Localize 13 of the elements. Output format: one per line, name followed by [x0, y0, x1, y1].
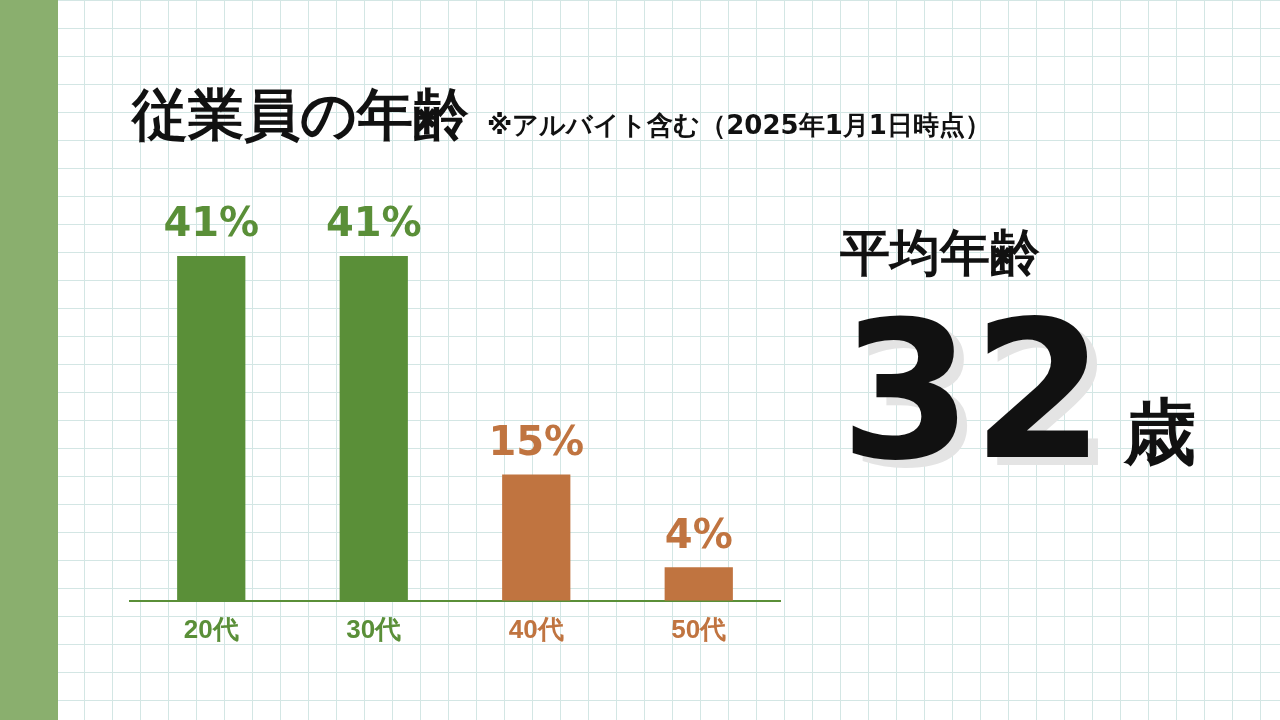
chart-subtitle: ※アルバイト含む（2025年1月1日時点）	[487, 110, 991, 140]
data-label: 41%	[325, 199, 422, 246]
x-tick-label: 40代	[508, 613, 564, 644]
text: 平均年齢	[840, 223, 1041, 284]
x-tick-label: 30代	[346, 613, 402, 644]
data-label: 4%	[664, 510, 733, 557]
x-tick-label: 20代	[183, 613, 239, 644]
chart-title: 従業員の年齢	[132, 82, 469, 147]
text: 32	[840, 281, 1105, 502]
x-tick-label: 50代	[671, 613, 727, 644]
data-label: 41%	[163, 199, 260, 246]
text: 歳	[1124, 390, 1197, 474]
data-label: 15%	[488, 418, 585, 464]
